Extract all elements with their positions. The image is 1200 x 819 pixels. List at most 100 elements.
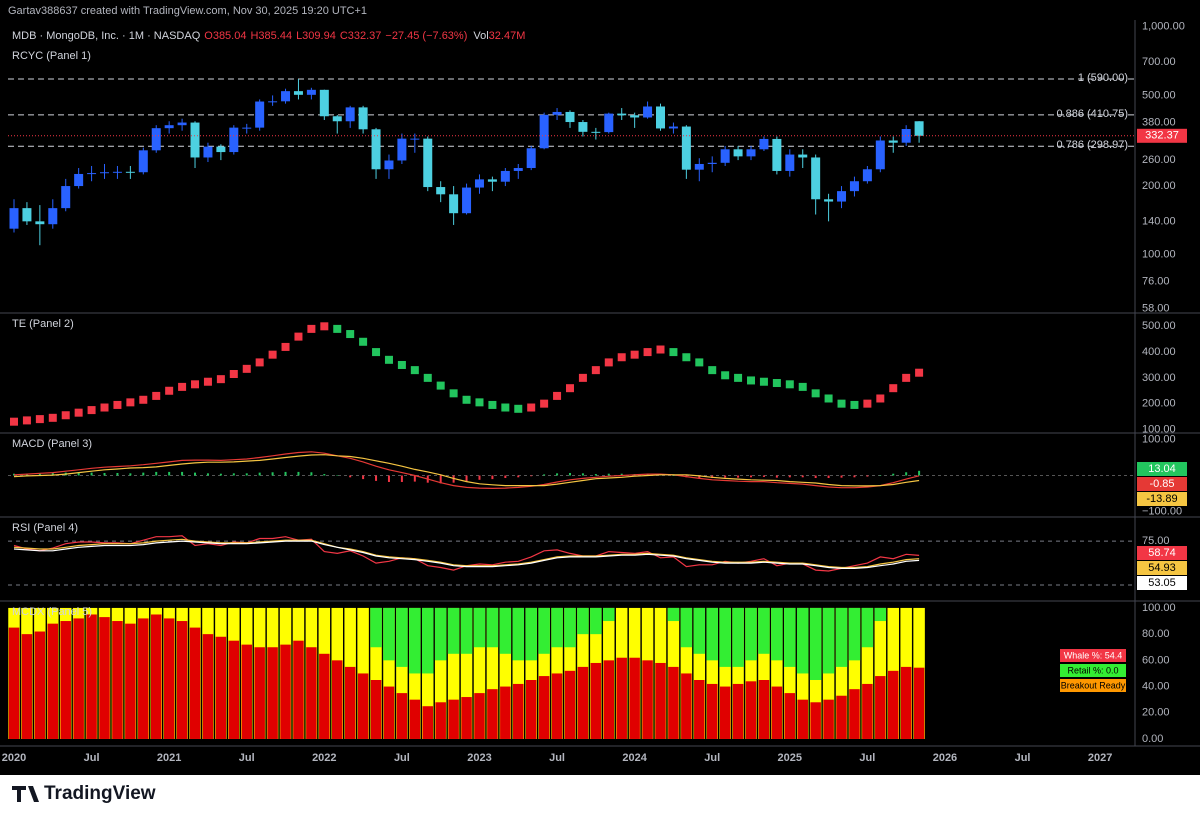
retail-bar	[460, 607, 473, 654]
te-marker	[527, 403, 536, 412]
whale-bar	[732, 683, 744, 739]
candle-body	[862, 169, 872, 182]
whale-bar	[784, 693, 796, 739]
candle-body	[125, 171, 135, 173]
candle-body	[190, 122, 200, 158]
histogram-bar	[737, 475, 740, 478]
te-marker	[178, 382, 187, 391]
quote: O385.04	[204, 30, 246, 42]
candle-body	[811, 157, 821, 200]
whale-bar	[241, 644, 252, 739]
whale-bar	[758, 680, 770, 739]
histogram-bar	[142, 472, 145, 476]
hot-money-fill	[473, 607, 486, 739]
te-marker	[320, 322, 329, 331]
whale-bar	[849, 689, 860, 739]
histogram-bar	[206, 473, 209, 476]
histogram-bar	[918, 470, 921, 476]
quote: H385.44	[250, 30, 292, 42]
whale-bar	[500, 686, 511, 739]
candle-body	[229, 127, 239, 153]
whale-bar	[719, 686, 731, 739]
retail-bar	[667, 607, 680, 622]
candle-body	[138, 150, 148, 173]
candle-body	[242, 127, 252, 129]
whale-bar	[383, 686, 395, 739]
candle-body	[487, 179, 497, 182]
te-marker	[87, 406, 96, 415]
te-marker	[630, 350, 639, 359]
candle-body	[875, 140, 885, 170]
te-marker	[423, 373, 432, 382]
te-marker	[772, 379, 781, 388]
whale-bar	[577, 666, 589, 739]
hot-money-fill	[460, 607, 473, 739]
whale-bar	[525, 680, 537, 739]
y-tick-label: 380.00	[1142, 116, 1176, 128]
y-tick-label: 100.00	[1142, 423, 1176, 435]
quote: L309.94	[296, 30, 336, 42]
te-marker	[410, 366, 419, 375]
hot-money-fill	[512, 607, 525, 739]
whale-bar	[409, 699, 421, 739]
te-marker	[721, 371, 730, 380]
histogram-bar	[116, 472, 119, 476]
x-tick-label: Jul	[704, 752, 720, 764]
histogram-bar	[51, 472, 54, 476]
te-marker	[902, 373, 911, 382]
x-tick-label: Jul	[859, 752, 875, 764]
value-box	[1137, 462, 1187, 476]
hot-money-fill	[434, 607, 447, 739]
candle-body	[423, 138, 433, 188]
histogram-bar	[478, 475, 481, 480]
candle-body	[112, 171, 122, 173]
hot-money-fill	[848, 607, 861, 739]
whale-bar	[99, 617, 110, 739]
fib-label: 0.886 (410.75)	[1056, 108, 1128, 120]
histogram-bar	[90, 472, 93, 476]
x-tick-label: 2021	[157, 752, 181, 764]
y-tick-label: 500.00	[1142, 320, 1176, 332]
te-marker	[643, 348, 652, 357]
candle-body	[668, 126, 678, 129]
histogram-bar	[258, 472, 261, 476]
hot-money-fill	[784, 607, 796, 739]
x-tick-label: Jul	[549, 752, 565, 764]
retail-bar	[486, 607, 499, 648]
histogram-bar	[543, 474, 546, 476]
y-tick-label: 76.00	[1142, 276, 1170, 288]
te-marker	[695, 358, 704, 367]
whale-bar	[73, 618, 84, 739]
whale-bar	[474, 693, 485, 739]
candle-body	[281, 91, 291, 102]
retail-bar	[758, 607, 770, 654]
histogram-bar	[336, 475, 339, 476]
histogram-bar	[556, 473, 559, 476]
whale-bar	[513, 683, 524, 739]
candle-body	[216, 146, 226, 153]
histogram-bar	[814, 475, 817, 479]
histogram-bar	[375, 475, 378, 481]
te-marker	[824, 394, 833, 403]
histogram-bar	[724, 475, 727, 478]
y-tick-label: 60.00	[1142, 654, 1170, 666]
whale-bar	[228, 640, 240, 739]
te-marker	[462, 395, 471, 404]
histogram-bar	[129, 473, 132, 476]
whale-bar	[461, 697, 472, 739]
hot-money-fill	[499, 607, 512, 739]
whale-bar	[875, 676, 886, 739]
whale-bar	[138, 618, 149, 739]
quote: −27.45 (−7.63%)	[385, 30, 467, 42]
te-marker	[553, 391, 562, 400]
candle-body	[410, 138, 420, 140]
candle-body	[681, 126, 691, 170]
te-marker	[333, 324, 342, 333]
te-marker	[785, 380, 794, 389]
legend-box	[1060, 679, 1126, 692]
brand-name: TradingView	[44, 783, 156, 804]
x-tick-label: 2026	[933, 752, 957, 764]
te-marker	[35, 415, 44, 424]
legend-label: Whale %: 54.4	[1064, 650, 1123, 660]
histogram-bar	[827, 475, 830, 479]
